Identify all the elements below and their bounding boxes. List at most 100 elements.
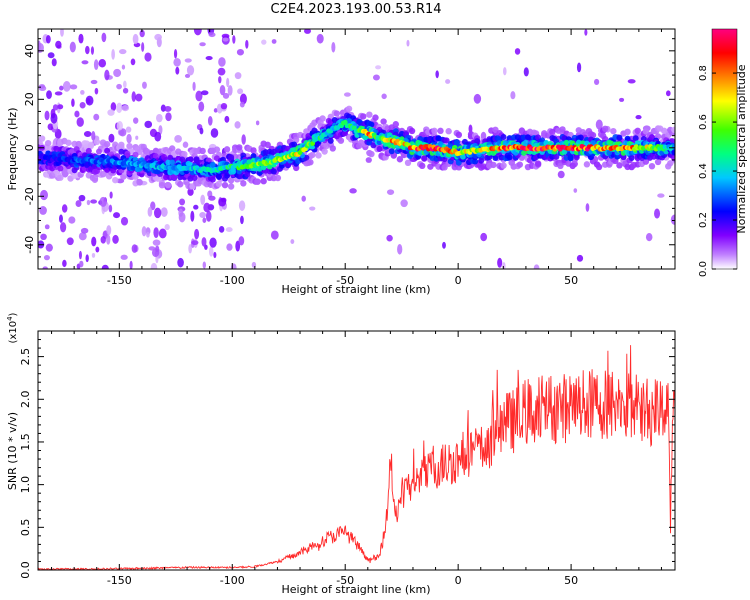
ridge-halo <box>209 176 216 183</box>
noise-blob <box>235 240 241 252</box>
noise-blob <box>245 39 249 49</box>
y-tick-label: 2.0 <box>19 391 32 409</box>
noise-blob <box>112 234 119 244</box>
noise-blob <box>50 112 58 124</box>
spectrogram-y-axis-label: Frequency (Hz) <box>6 108 19 191</box>
ridge-halo <box>583 161 591 168</box>
noise-blob <box>200 194 206 205</box>
noise-blob <box>101 264 109 269</box>
ridge-halo <box>595 163 603 171</box>
noise-blob <box>62 259 67 268</box>
x-tick-label: -50 <box>336 274 354 287</box>
noise-blob <box>654 208 661 219</box>
noise-blob <box>158 125 163 135</box>
y-tick-label: 1.5 <box>19 433 32 451</box>
colorbar-tick-label: 0.0 <box>698 261 709 277</box>
noise-blob <box>503 67 507 76</box>
ridge-halo <box>250 147 257 154</box>
y-tick-label: -20 <box>23 187 36 205</box>
noise-blob <box>132 33 139 45</box>
noise-blob <box>144 52 152 62</box>
ridge-halo <box>103 141 111 148</box>
noise-blob <box>213 251 217 259</box>
ridge-halo <box>616 162 623 169</box>
ridge-halo <box>177 181 184 188</box>
ridge-halo <box>455 131 463 139</box>
snr-scale-close: ) <box>8 312 19 316</box>
noise-blob <box>150 262 158 269</box>
ridge-halo <box>490 161 497 169</box>
noise-blob <box>164 224 170 231</box>
noise-blob <box>514 48 521 55</box>
noise-blob <box>238 236 245 246</box>
colorbar-ticks: 0.0 0.2 0.4 0.6 0.8 <box>698 65 737 277</box>
noise-blob <box>241 134 246 145</box>
y-tick-label: 0.0 <box>19 561 32 579</box>
noise-blob <box>199 42 206 47</box>
x-tick-label: -50 <box>336 574 354 587</box>
noise-blob <box>47 123 54 131</box>
y-tick-label: -40 <box>23 236 36 254</box>
ridge-halo <box>620 153 627 160</box>
noise-blob <box>179 198 186 206</box>
noise-blob <box>80 90 85 95</box>
spectrogram-x-axis-label: Height of straight line (km) <box>281 283 430 296</box>
ridge-halo <box>437 127 444 135</box>
ridge-halo <box>91 176 99 183</box>
ridge-halo <box>227 177 235 184</box>
ridge-halo <box>319 115 326 122</box>
ridge-halo <box>671 149 675 156</box>
noise-blob <box>218 57 226 67</box>
colorbar-tick-label: 0.2 <box>698 212 709 228</box>
noise-blob <box>226 243 233 251</box>
noise-blob <box>331 41 336 53</box>
noise-blob <box>66 237 74 246</box>
ridge-halo <box>534 160 542 167</box>
noise-blob <box>59 85 64 91</box>
noise-blob <box>184 73 191 78</box>
ridge-point <box>671 144 675 150</box>
noise-blob <box>191 240 199 246</box>
spectrogram-frame <box>37 28 676 270</box>
ridge-halo <box>590 140 596 146</box>
ridge-halo <box>213 146 221 153</box>
noise-blob <box>200 90 209 96</box>
ridge-halo <box>179 156 186 163</box>
noise-blob <box>85 95 94 106</box>
snr-ticks: -150 -100 -50 0 50 0.0 0.5 1.0 1.5 2.0 2.5 <box>19 331 675 587</box>
ridge-halo <box>370 142 377 149</box>
noise-blob <box>239 93 247 105</box>
noise-blob <box>144 120 153 129</box>
noise-blob <box>670 214 675 225</box>
noise-blob <box>47 52 55 59</box>
ridge-halo <box>57 165 64 172</box>
noise-blob <box>222 37 229 42</box>
noise-blob <box>523 67 529 77</box>
noise-blob <box>173 49 178 59</box>
ridge-halo <box>193 156 200 163</box>
noise-blob <box>142 81 147 89</box>
noise-blob <box>645 232 653 242</box>
ridge-halo <box>309 151 316 159</box>
noise-blob <box>154 131 162 142</box>
ridge-halo <box>154 175 162 182</box>
noise-blob <box>120 216 129 226</box>
ridge-halo <box>567 154 574 161</box>
noise-blob <box>38 42 44 53</box>
ridge-halo <box>329 145 336 152</box>
noise-blob <box>365 157 372 163</box>
ridge-halo <box>577 134 584 141</box>
noise-blob <box>227 85 233 96</box>
ridge-halo <box>199 147 206 155</box>
snr-y-axis-label: SNR (10 * v/v) <box>6 412 19 490</box>
noise-blob <box>113 68 122 78</box>
noise-blob <box>192 81 196 91</box>
noise-blob <box>193 204 199 210</box>
noise-blob <box>208 246 214 257</box>
ridge-halo <box>85 147 92 154</box>
noise-blob <box>316 33 324 44</box>
noise-blob <box>177 257 184 268</box>
noise-blob <box>442 241 446 249</box>
ridge-halo <box>421 155 428 162</box>
noise-blob <box>594 78 600 86</box>
